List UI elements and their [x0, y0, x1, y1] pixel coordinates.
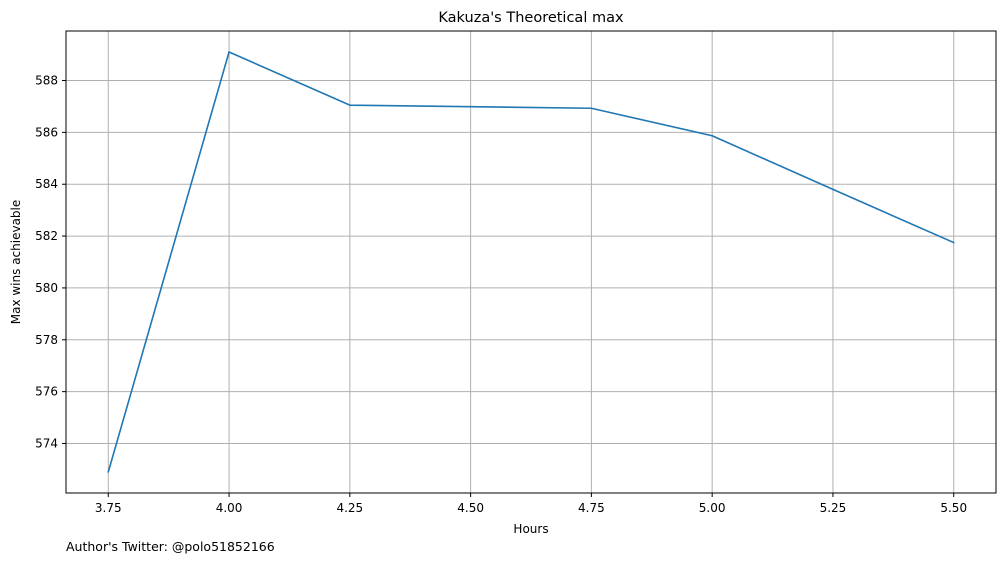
series-line — [107, 51, 955, 473]
x-tick-label: 3.75 — [95, 501, 122, 515]
y-axis: 574 576 578 580 582 584 586 588 — [35, 74, 66, 450]
x-tick-label: 4.50 — [457, 501, 484, 515]
data-point — [952, 241, 955, 244]
grid — [66, 31, 996, 493]
x-tick-label: 5.25 — [820, 501, 847, 515]
y-tick-label: 588 — [35, 74, 58, 88]
series-layer — [107, 51, 955, 473]
y-tick-label: 586 — [35, 125, 58, 139]
data-point — [469, 105, 472, 108]
x-tick-label: 5.50 — [940, 501, 967, 515]
y-tick-label: 582 — [35, 229, 58, 243]
x-axis-label: Hours — [513, 522, 548, 536]
data-point — [228, 51, 230, 53]
chart-title: Kakuza's Theoretical max — [438, 10, 624, 26]
data-point — [832, 188, 834, 191]
x-tick-label: 4.75 — [578, 501, 605, 515]
y-tick-label: 584 — [35, 177, 58, 191]
x-tick-label: 4.25 — [336, 501, 363, 515]
y-tick-label: 576 — [35, 385, 58, 399]
y-axis-label: Max wins achievable — [9, 200, 23, 325]
data-point — [349, 104, 351, 106]
x-tick-label: 5.00 — [699, 501, 726, 515]
data-point — [711, 134, 713, 137]
data-point — [590, 107, 593, 110]
x-axis: 3.75 4.00 4.25 4.50 4.75 5.00 5.25 5.50 — [95, 493, 967, 515]
data-point — [107, 471, 110, 473]
y-tick-label: 574 — [35, 436, 58, 450]
y-tick-label: 580 — [35, 281, 58, 295]
y-tick-label: 578 — [35, 333, 58, 347]
plot-frame — [65, 30, 997, 494]
author-footnote: Author's Twitter: @polo51852166 — [66, 539, 275, 554]
x-tick-label: 4.00 — [216, 501, 243, 515]
